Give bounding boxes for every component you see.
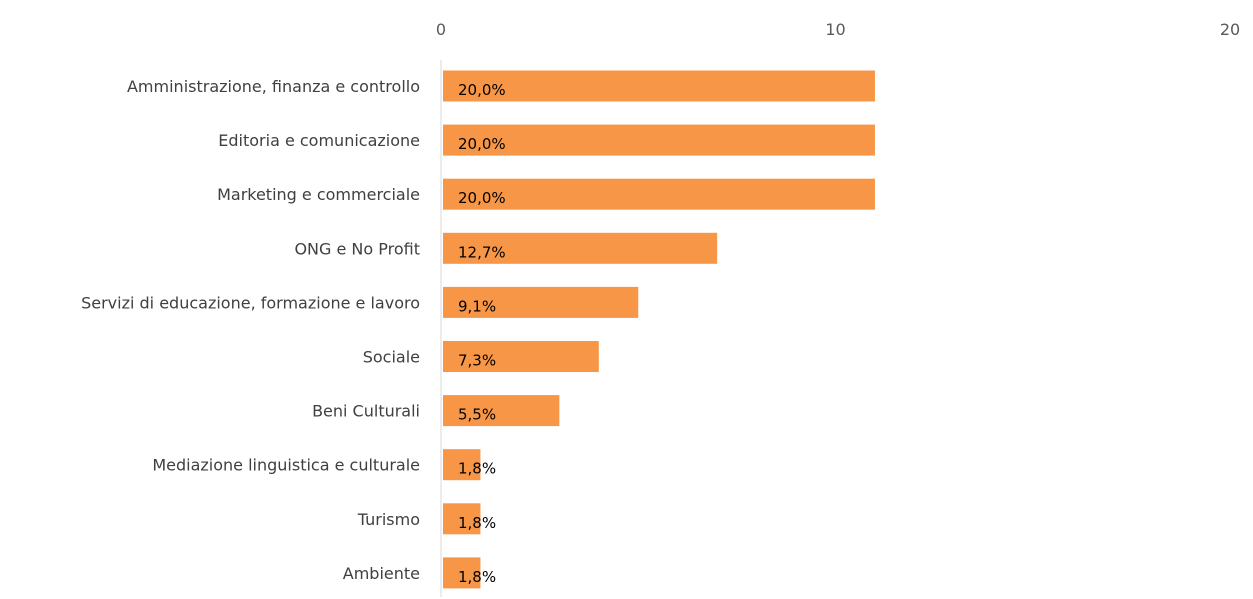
category-label: Beni Culturali bbox=[312, 402, 420, 421]
data-labels: 20,0% 20,0% 20,0% 12,7% 9,1% 7,3% 5,5% 1,8% 1,8%… bbox=[458, 81, 506, 586]
data-label: 20,0% bbox=[458, 135, 506, 153]
category-label: Turismo bbox=[357, 510, 420, 529]
bar bbox=[443, 286, 639, 318]
data-label: 1,8% bbox=[458, 460, 496, 478]
bar bbox=[443, 232, 718, 264]
x-tick-label: 0 bbox=[436, 20, 446, 39]
data-label: 20,0% bbox=[458, 81, 506, 99]
data-label: 5,5% bbox=[458, 406, 496, 424]
bar bbox=[443, 449, 481, 481]
category-label: Amministrazione, finanza e controllo bbox=[127, 77, 420, 96]
data-label: 12,7% bbox=[458, 243, 506, 261]
data-label: 1,8% bbox=[458, 568, 496, 586]
category-label: Mediazione linguistica e culturale bbox=[152, 456, 420, 475]
x-tick-label: 20 bbox=[1220, 20, 1240, 39]
bar bbox=[443, 503, 481, 535]
data-label: 7,3% bbox=[458, 352, 496, 370]
bars bbox=[443, 70, 875, 589]
category-label: Ambiente bbox=[343, 564, 420, 583]
category-label: Marketing e commerciale bbox=[217, 185, 420, 204]
bar bbox=[443, 557, 481, 589]
data-label: 1,8% bbox=[458, 514, 496, 532]
category-label: Servizi di educazione, formazione e lavo… bbox=[81, 293, 420, 312]
bar bbox=[443, 395, 560, 427]
bar bbox=[443, 341, 599, 372]
bar bbox=[443, 178, 875, 210]
x-axis-ticks: 0 10 20 bbox=[436, 20, 1240, 39]
category-label: ONG e No Profit bbox=[294, 239, 420, 258]
category-label: Sociale bbox=[363, 348, 420, 367]
category-label: Editoria e comunicazione bbox=[218, 131, 420, 150]
data-label: 20,0% bbox=[458, 189, 506, 207]
data-label: 9,1% bbox=[458, 297, 496, 315]
x-tick-label: 10 bbox=[825, 20, 845, 39]
bar bbox=[443, 70, 875, 102]
category-labels: Amministrazione, finanza e controllo Edit… bbox=[81, 77, 420, 583]
bar bbox=[443, 124, 875, 156]
